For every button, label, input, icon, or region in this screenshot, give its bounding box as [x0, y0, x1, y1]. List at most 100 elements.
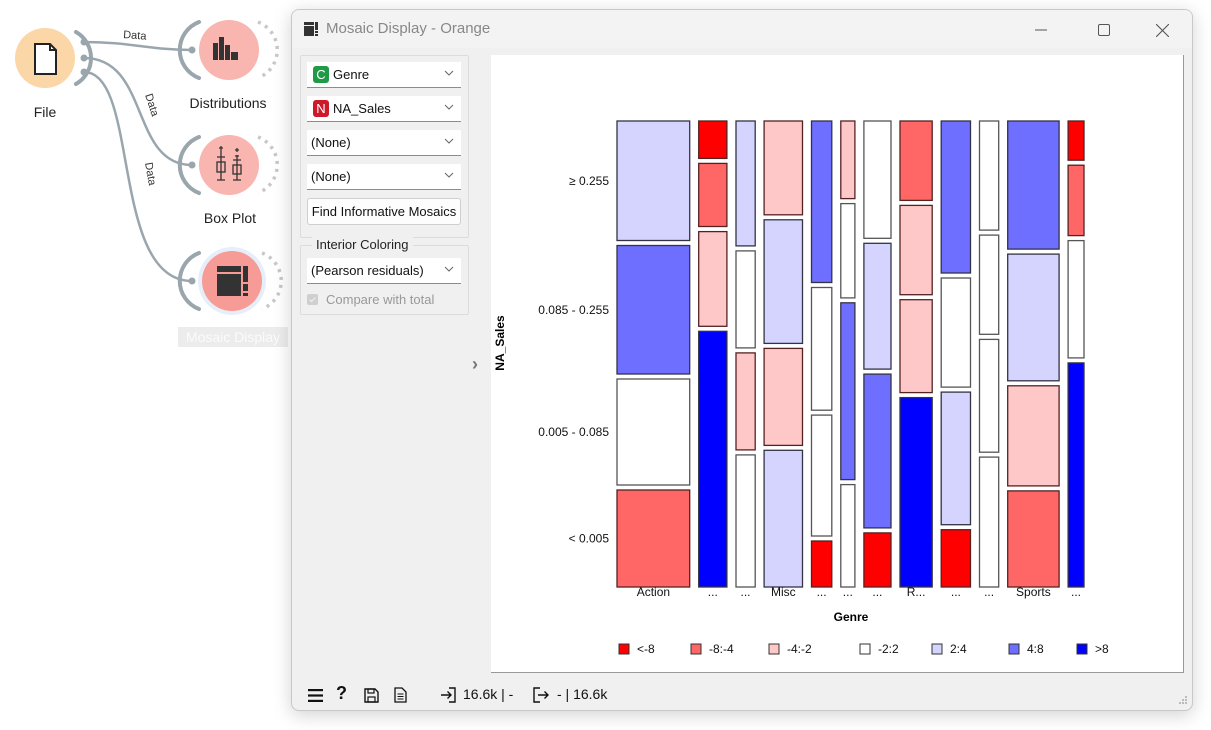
mosaic-cell: [840, 120, 856, 200]
x-tick-label: ...: [1071, 585, 1081, 599]
x-tick-label: Sports: [1016, 585, 1051, 599]
node-distributions[interactable]: [177, 20, 279, 80]
mosaic-cell: [1067, 239, 1085, 359]
node-box-plot[interactable]: [177, 135, 279, 195]
legend-label: -8:-4: [709, 642, 734, 656]
legend-swatch: [768, 643, 780, 655]
mosaic-cell: [899, 204, 933, 296]
legend: <-8 -8:-4 -4:-2 -2:2 2:4 4:8 >8: [618, 642, 1109, 656]
mosaic-cell: [840, 302, 856, 481]
help-icon[interactable]: ?: [336, 683, 347, 703]
mosaic-cell: [735, 120, 756, 247]
mosaic-cell: [863, 242, 892, 370]
x-tick-label: ...: [984, 585, 994, 599]
mosaic-cell: [810, 120, 833, 284]
status-bar: ? 16.6k | - - | 16.6k: [292, 678, 1192, 710]
mosaic-cell: [698, 330, 728, 588]
x-tick-label: ...: [843, 585, 853, 599]
y-tick-label: 0.085 - 0.255: [538, 303, 609, 317]
y-axis-title: NA_Sales: [493, 315, 507, 371]
report-icon[interactable]: [394, 687, 407, 703]
compare-with-total-checkbox[interactable]: Compare with total: [307, 292, 434, 307]
link-label: Data: [142, 161, 158, 187]
node-label-box-plot: Box Plot: [203, 210, 257, 226]
variable-combo-1[interactable]: C Genre: [307, 62, 461, 88]
node-mosaic-display[interactable]: [177, 247, 283, 315]
mosaic-cell: [863, 532, 892, 588]
mosaic-cell: [1007, 120, 1060, 250]
maximize-button[interactable]: [1082, 16, 1126, 44]
node-label-distributions: Distributions: [189, 95, 267, 111]
variable-value: Genre: [333, 67, 370, 82]
box-plot-icon: [216, 146, 242, 181]
legend-swatch: [1008, 643, 1020, 655]
input-summary[interactable]: 16.6k | -: [463, 686, 514, 702]
variable-combo-4[interactable]: (None): [307, 164, 461, 190]
menu-icon[interactable]: [308, 689, 323, 702]
legend-swatch: [1076, 643, 1088, 655]
x-tick-label: ...: [951, 585, 961, 599]
link-label: Data: [142, 92, 161, 119]
mosaic-cell: [698, 230, 728, 327]
maximize-icon: [1098, 24, 1110, 36]
y-tick-label: < 0.005: [569, 532, 610, 546]
link-file-boxplot[interactable]: [83, 56, 193, 167]
find-informative-mosaics-button[interactable]: Find Informative Mosaics: [307, 198, 461, 225]
legend-swatch: [690, 643, 702, 655]
mosaic-cell: [763, 219, 804, 345]
chevron-down-icon: [444, 70, 454, 76]
mosaic-cell: [978, 338, 1000, 453]
mosaic-icon: [217, 266, 248, 296]
mosaic-cell: [863, 120, 892, 239]
x-tick-label: ...: [817, 585, 827, 599]
x-tick-label: ...: [708, 585, 718, 599]
link-file-mosaic[interactable]: [83, 70, 193, 283]
resize-grip-icon[interactable]: [1178, 696, 1188, 706]
mosaic-cell: [735, 454, 756, 588]
mosaic-icon: [304, 22, 318, 36]
chevron-down-icon: [444, 104, 454, 110]
save-icon[interactable]: [364, 688, 379, 703]
legend-label: 2:4: [950, 642, 967, 656]
close-button[interactable]: [1140, 16, 1184, 44]
mosaic-cell: [1067, 164, 1085, 237]
mosaic-chart: ≥ 0.255 0.085 - 0.255 0.005 - 0.085 < 0.005…: [493, 120, 1109, 656]
mosaic-cell: [840, 483, 856, 588]
collapse-panel-arrow-icon[interactable]: ›: [472, 354, 478, 374]
x-tick-label: ...: [872, 585, 882, 599]
variable-value: (None): [311, 135, 351, 150]
window-title: Mosaic Display - Orange: [326, 20, 491, 37]
mosaic-cell: [840, 202, 856, 299]
mosaic-cell: [1007, 253, 1060, 382]
compare-with-total-label: Compare with total: [326, 292, 435, 307]
node-label-mosaic-display: Mosaic Display: [178, 327, 288, 347]
variable-combo-2[interactable]: N NA_Sales: [307, 96, 461, 122]
minimize-icon: [1035, 29, 1047, 31]
output-icon: [533, 687, 549, 703]
mosaic-cell: [616, 120, 691, 242]
output-summary[interactable]: - | 16.6k: [557, 686, 608, 702]
mosaic-cell: [810, 286, 833, 411]
legend-swatch: [859, 643, 871, 655]
coloring-value: (Pearson residuals): [311, 263, 424, 278]
interior-coloring-combo[interactable]: (Pearson residuals): [307, 258, 461, 284]
title-bar[interactable]: Mosaic Display - Orange: [292, 10, 1192, 48]
mosaic-cell: [940, 529, 972, 588]
link-label: Data: [123, 29, 148, 43]
numeric-badge-icon: N: [313, 100, 329, 117]
histogram-icon: [213, 37, 238, 60]
link-file-distributions[interactable]: [83, 40, 193, 52]
minimize-button[interactable]: [1019, 16, 1063, 44]
mosaic-cell: [735, 352, 756, 451]
y-tick-label: ≥ 0.255: [569, 174, 609, 188]
mosaic-cell: [616, 378, 691, 486]
mosaic-cell: [940, 120, 972, 274]
node-file[interactable]: [15, 28, 94, 88]
mosaic-cell: [899, 299, 933, 394]
variable-combo-3[interactable]: (None): [307, 130, 461, 156]
mosaic-cell: [978, 120, 1000, 231]
mosaic-cell: [1007, 385, 1060, 487]
checkbox-checked-icon: [307, 294, 318, 305]
legend-swatch: [931, 643, 943, 655]
